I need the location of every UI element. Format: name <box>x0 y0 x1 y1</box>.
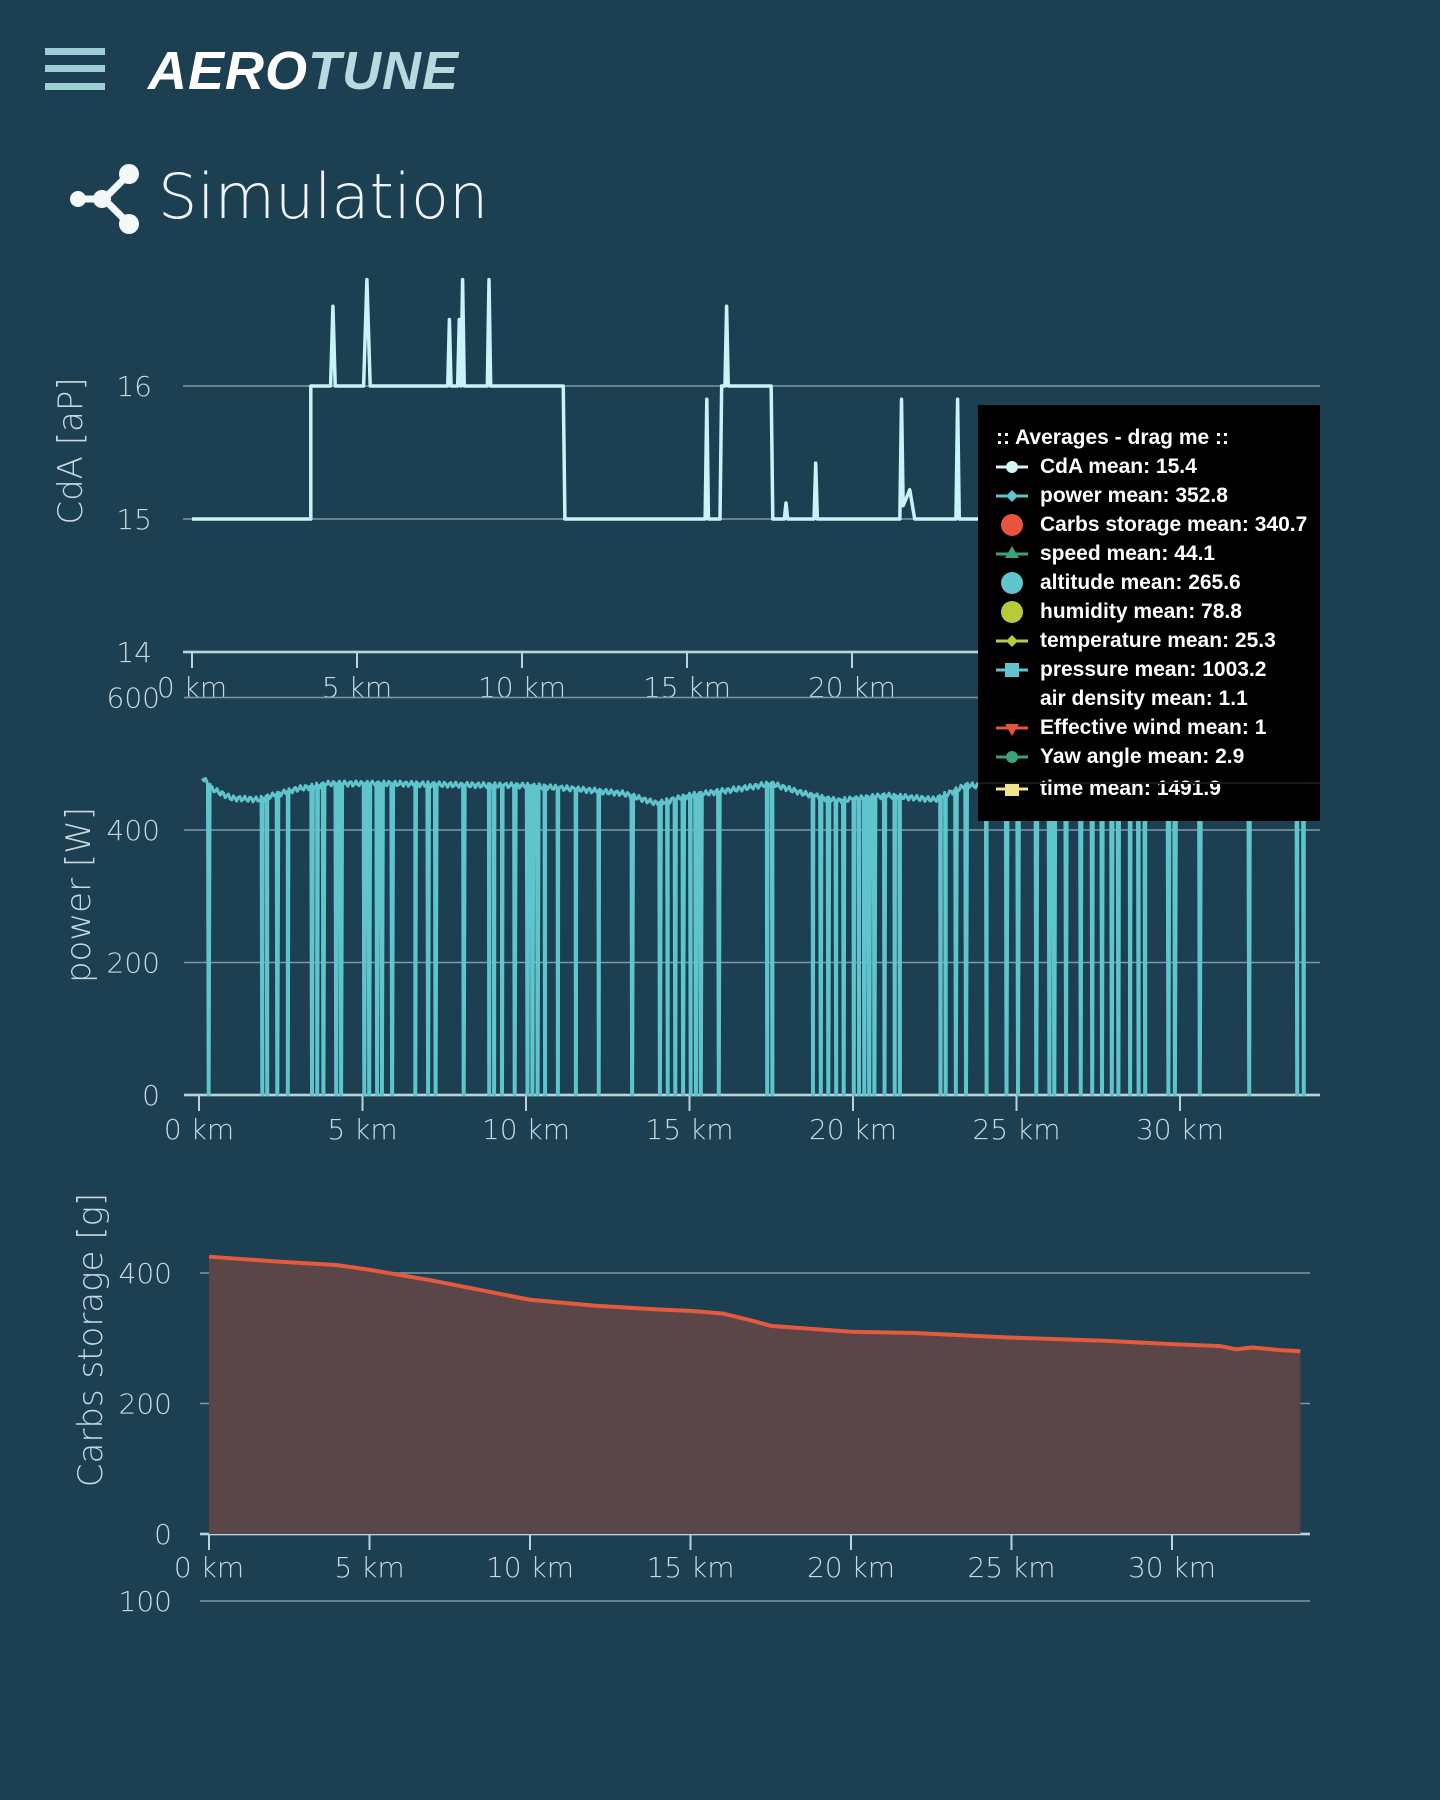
legend-item: speed mean: 44.1 <box>996 540 1215 568</box>
diamond-marker-icon <box>996 490 1028 502</box>
y-tick-label: 200 <box>119 1388 172 1421</box>
legend-item-label: Yaw angle mean: 2.9 <box>1040 745 1245 768</box>
triangle-down-marker-icon <box>996 724 1028 736</box>
power-line <box>201 777 1308 1097</box>
diamond-marker-icon <box>996 635 1028 647</box>
square-marker-icon <box>996 782 1028 796</box>
x-tick-label: 20 km <box>809 1113 897 1146</box>
hamburger-menu-button[interactable] <box>45 48 105 90</box>
legend-item: air density mean: 1.1 <box>996 685 1248 713</box>
x-tick-label: 5 km <box>322 671 392 704</box>
legend-item: humidity mean: 78.8 <box>996 598 1242 626</box>
x-tick-label: 15 km <box>645 1113 733 1146</box>
x-tick-label: 10 km <box>478 671 566 704</box>
x-tick-label: 0 km <box>157 671 227 704</box>
big-circle-marker-icon <box>1001 572 1023 594</box>
legend-divider <box>978 782 1320 784</box>
hamburger-icon-bar <box>45 65 105 72</box>
legend-item-label: pressure mean: 1003.2 <box>1040 658 1267 681</box>
legend-item-label: altitude mean: 265.6 <box>1040 571 1241 594</box>
y-tick-label: 400 <box>107 814 160 847</box>
x-tick-label: 15 km <box>646 1551 734 1584</box>
y-tick-label: 200 <box>107 947 160 980</box>
legend-title: :: Averages - drag me :: <box>996 426 1229 449</box>
y-tick-label: 0 <box>142 1079 160 1112</box>
y-axis-title: CdA [aP] <box>51 377 91 524</box>
y-axis-title: power [W] <box>59 807 99 983</box>
x-tick-label: 20 km <box>807 1551 895 1584</box>
y-tick-label: 16 <box>116 370 152 403</box>
legend-item-label: power mean: 352.8 <box>1040 484 1228 507</box>
legend-item-label: time mean: 1491.9 <box>1040 777 1221 800</box>
legend-item: Carbs storage mean: 340.7 <box>996 511 1307 539</box>
legend-item-label: humidity mean: 78.8 <box>1040 600 1242 623</box>
big-circle-marker-icon <box>1001 601 1023 623</box>
logo-text-aero: AERO <box>148 41 309 101</box>
x-tick-label: 25 km <box>967 1551 1055 1584</box>
legend-item-label: speed mean: 44.1 <box>1040 542 1216 565</box>
legend-item: CdA mean: 15.4 <box>996 453 1197 481</box>
y-tick-label: 15 <box>116 503 152 536</box>
legend-item-label: temperature mean: 25.3 <box>1040 629 1276 652</box>
x-tick-label: 30 km <box>1128 1551 1216 1584</box>
x-tick-label: 15 km <box>643 671 731 704</box>
blank-marker-icon <box>996 687 1028 711</box>
legend-item: power mean: 352.8 <box>996 482 1228 510</box>
legend-item: altitude mean: 265.6 <box>996 569 1241 597</box>
legend-item: time mean: 1491.9 <box>996 775 1221 803</box>
legend-item-label: air density mean: 1.1 <box>1040 687 1248 710</box>
legend-item-label: Effective wind mean: 1 <box>1040 716 1267 739</box>
logo-text-tune: TUNE <box>308 41 460 101</box>
y-tick-label: 14 <box>116 636 152 669</box>
share-nodes-icon <box>70 164 139 234</box>
legend-item: Yaw angle mean: 2.9 <box>996 743 1244 771</box>
cda-line <box>192 277 1314 521</box>
y-tick-label: 600 <box>107 682 160 715</box>
carbs-area-fill <box>209 1256 1301 1534</box>
x-tick-label: 0 km <box>164 1113 234 1146</box>
x-tick-label: 5 km <box>334 1551 404 1584</box>
x-tick-label: 10 km <box>482 1113 570 1146</box>
page-title: Simulation <box>158 160 489 233</box>
x-tick-label: 30 km <box>1136 1113 1224 1146</box>
legend-item: Effective wind mean: 1 <box>996 714 1266 742</box>
x-tick-label: 10 km <box>486 1551 574 1584</box>
x-tick-label: 20 km <box>808 671 896 704</box>
legend-item-label: Carbs storage mean: 340.7 <box>1040 513 1308 536</box>
legend-item-label: CdA mean: 15.4 <box>1040 455 1197 478</box>
y-tick-label: 100 <box>119 1585 172 1618</box>
aerotune-logo[interactable]: AEROTUNE <box>148 40 459 102</box>
big-circle-marker-icon <box>1001 514 1023 536</box>
y-tick-label: 400 <box>119 1257 172 1290</box>
legend-item: temperature mean: 25.3 <box>996 627 1276 655</box>
square-marker-icon <box>996 663 1028 677</box>
y-tick-label: 0 <box>154 1518 172 1551</box>
x-tick-label: 25 km <box>972 1113 1060 1146</box>
circle-marker-icon <box>996 751 1028 763</box>
triangle-up-marker-icon <box>996 546 1028 558</box>
hamburger-icon-bar <box>45 83 105 90</box>
legend-item: pressure mean: 1003.2 <box>996 656 1266 684</box>
carbs-line <box>208 1254 1301 1354</box>
x-tick-label: 0 km <box>174 1551 244 1584</box>
chart-2 <box>200 1254 1310 1550</box>
hamburger-icon <box>45 48 105 55</box>
circle-marker-icon <box>996 461 1028 473</box>
x-tick-label: 5 km <box>327 1113 397 1146</box>
y-axis-title: Carbs storage [g] <box>71 1193 111 1487</box>
